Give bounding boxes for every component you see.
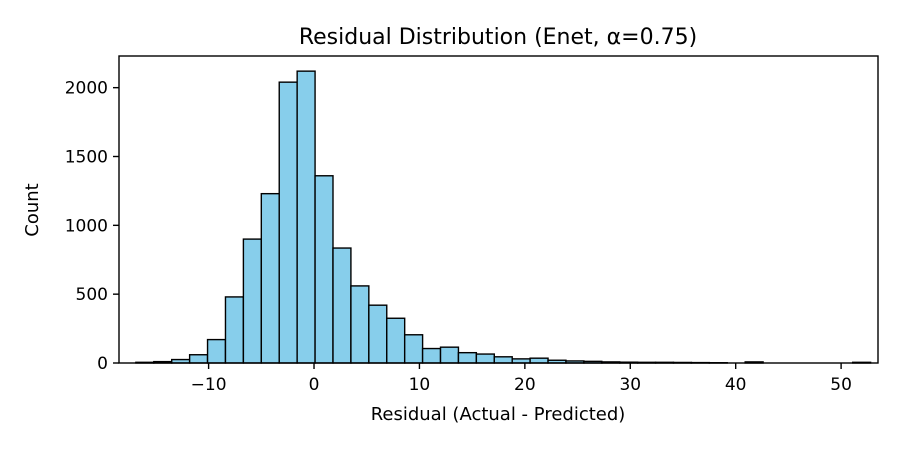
x-tick-label: −10 xyxy=(191,375,227,395)
chart-title: Residual Distribution (Enet, α=0.75) xyxy=(299,25,697,50)
y-tick-label: 0 xyxy=(97,354,108,374)
histogram-bar xyxy=(457,351,478,364)
histogram-bar xyxy=(278,81,298,364)
x-tick-label: 10 xyxy=(409,375,431,395)
histogram-bar xyxy=(475,353,495,364)
y-tick-label: 1000 xyxy=(65,216,108,236)
y-tick-label: 500 xyxy=(76,285,108,305)
histogram-bar xyxy=(314,175,334,364)
histogram-bar xyxy=(224,296,245,364)
x-axis-ticks: −10 0 10 20 30 40 50 xyxy=(191,363,852,395)
plot-frame xyxy=(118,55,879,364)
bars-group xyxy=(135,70,872,364)
x-tick-label: 0 xyxy=(309,375,320,395)
y-axis-ticks: 0 500 1000 1500 2000 xyxy=(65,79,119,374)
x-tick-label: 30 xyxy=(619,375,641,395)
histogram-bar xyxy=(188,354,209,364)
histogram-bar xyxy=(350,285,370,364)
histogram-bar xyxy=(403,334,424,364)
histogram-bar xyxy=(439,346,460,364)
histogram-bar xyxy=(421,347,442,364)
y-axis-label: Count xyxy=(22,183,43,236)
histogram-bar xyxy=(332,247,352,364)
histogram-bar xyxy=(242,238,263,364)
x-axis-label: Residual (Actual - Predicted) xyxy=(371,404,626,425)
x-tick-label: 50 xyxy=(830,375,852,395)
x-tick-label: 20 xyxy=(514,375,536,395)
histogram-bar xyxy=(206,338,227,364)
histogram-bar xyxy=(493,356,513,364)
histogram-bar xyxy=(386,317,406,364)
y-tick-label: 1500 xyxy=(65,147,108,167)
histogram-bar xyxy=(296,70,316,364)
histogram-bar xyxy=(529,357,549,364)
histogram-bar xyxy=(368,304,388,364)
y-tick-label: 2000 xyxy=(65,79,108,99)
histogram-bar xyxy=(260,192,280,364)
x-tick-label: 40 xyxy=(725,375,747,395)
